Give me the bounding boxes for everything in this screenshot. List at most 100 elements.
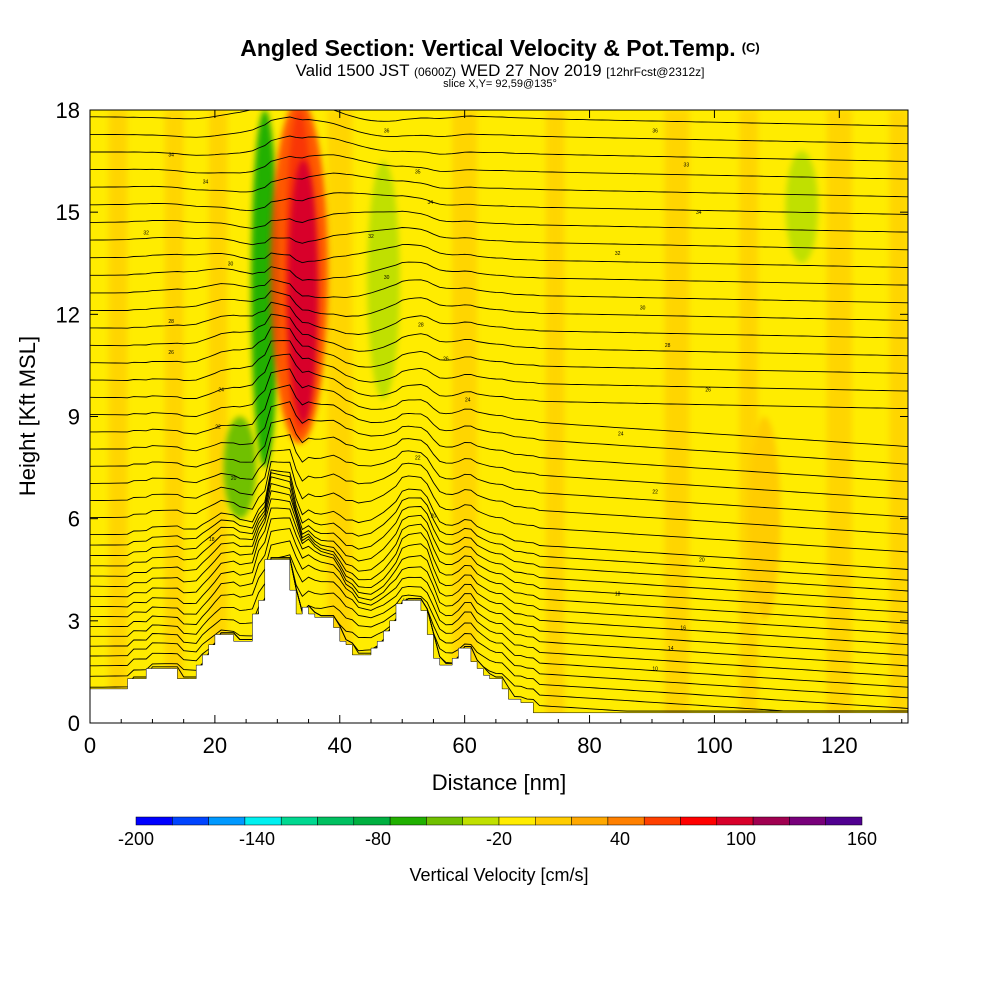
y-tick-label: 18 [56, 98, 80, 123]
isentrope-line [90, 210, 908, 233]
colorbar-segment [643, 816, 681, 826]
colorbar-segment [353, 816, 391, 826]
weak-updraft-band [208, 110, 228, 723]
isentrope-line [90, 557, 908, 699]
downdraft-core [223, 416, 257, 519]
isentrope-line [90, 469, 908, 570]
isentrope-label: 24 [218, 387, 224, 393]
isentrope-line [90, 540, 908, 667]
x-axis-title: Distance [nm] [432, 770, 567, 795]
terrain [90, 559, 908, 723]
isentrope-line [90, 340, 908, 392]
isentrope-line [90, 116, 908, 145]
isentrope-line [90, 498, 908, 624]
isentrope-label: 24 [618, 432, 624, 438]
colorbar-segment [535, 816, 572, 826]
isentrope-label: 28 [665, 343, 671, 349]
valid-date: WED 27 Nov 2019 [460, 61, 602, 80]
colorbar-segment [498, 816, 536, 826]
isentrope-label: 30 [384, 275, 390, 281]
isentrope-label: 26 [443, 357, 449, 363]
isentrope-line [90, 290, 908, 321]
chart-title: Angled Section: Vertical Velocity & Pot.… [0, 34, 1000, 62]
isentrope-label: 22 [415, 455, 421, 461]
isentrope-line [90, 517, 908, 646]
isentrope-line [90, 192, 908, 215]
x-tick-label: 20 [203, 733, 227, 758]
colorbar-segment [135, 816, 173, 826]
isentrope-label: 36 [384, 128, 390, 134]
colorbar-label: 40 [610, 829, 630, 849]
isentrope-line [90, 384, 908, 465]
isentrope-line [90, 326, 908, 374]
y-tick-label: 9 [68, 405, 80, 430]
isentrope-label: 20 [231, 476, 237, 482]
isentrope-label: 22 [215, 425, 221, 431]
isentrope-label: 24 [465, 397, 471, 403]
y-tick-label: 6 [68, 507, 80, 532]
isentrope-line [90, 154, 908, 180]
isentrope-label: 32 [368, 234, 374, 240]
weak-updraft-band [545, 110, 565, 723]
isentrope-line [90, 278, 908, 304]
isentrope-label: 32 [143, 231, 149, 237]
isentrope-line [90, 483, 908, 603]
downdraft-core [785, 150, 819, 264]
isentrope-label: 35 [415, 169, 421, 175]
weak-updraft-band [739, 110, 759, 723]
colorbar-segment [280, 816, 318, 826]
colorbar-segment [208, 816, 246, 826]
downdraft-core [367, 161, 400, 400]
weak-updraft-band [889, 110, 908, 723]
isentrope-label: 18 [209, 537, 215, 543]
chart-title-text: Angled Section: Vertical Velocity & Pot.… [240, 35, 736, 61]
isentrope-label: 18 [615, 592, 621, 598]
isentrope-label: 32 [615, 251, 621, 257]
isentrope-line [90, 313, 908, 357]
isentrope-line [90, 490, 908, 613]
isentrope-label: 14 [668, 646, 674, 652]
y-axis-title: Height [Kft MSL] [15, 336, 40, 496]
x-tick-label: 80 [577, 733, 601, 758]
velocity-background [90, 110, 908, 723]
x-tick-label: 0 [84, 733, 96, 758]
isentrope-line [90, 368, 908, 448]
colorbar-segment [825, 816, 863, 826]
isentrope-line [90, 135, 908, 162]
isentrope-label: 34 [168, 152, 174, 158]
isentrope-label: 36 [652, 128, 658, 134]
isentrope-line [90, 434, 908, 518]
colorbar-segment [607, 816, 645, 826]
isentrope-line [90, 461, 908, 553]
colorbar-segment [752, 816, 790, 826]
weak-updraft-band [664, 110, 690, 723]
isentrope-line [90, 557, 908, 688]
weak-updraft-band [108, 110, 128, 723]
updraft-max [288, 160, 319, 424]
colorbar-segment [317, 816, 355, 826]
isentrope-line [90, 554, 908, 678]
isentrope-line [90, 227, 908, 251]
isentrope-label: 22 [652, 489, 658, 495]
isentrope-line [90, 172, 908, 198]
colorbar-label: -20 [486, 829, 512, 849]
isentrope-label: 20 [431, 513, 437, 519]
isentrope-line [90, 261, 908, 286]
colorbar-label: 160 [847, 829, 877, 849]
colorbar-label: -80 [365, 829, 391, 849]
isentrope-line [90, 449, 908, 535]
x-tick-label: 40 [328, 733, 352, 758]
y-tick-label: 3 [68, 609, 80, 634]
isentrope-label: 16 [680, 626, 686, 632]
x-tick-label: 120 [821, 733, 858, 758]
isentrope-label: 34 [696, 210, 702, 216]
isentrope-label: 30 [640, 306, 646, 312]
isentrope-label: 28 [418, 323, 424, 329]
colorbar-title: Vertical Velocity [cm/s] [409, 865, 588, 885]
isentrope-label: 26 [168, 350, 174, 356]
isentrope-label: 20 [699, 558, 705, 564]
y-tick-label: 15 [56, 200, 80, 225]
colorbar-label: -140 [239, 829, 275, 849]
